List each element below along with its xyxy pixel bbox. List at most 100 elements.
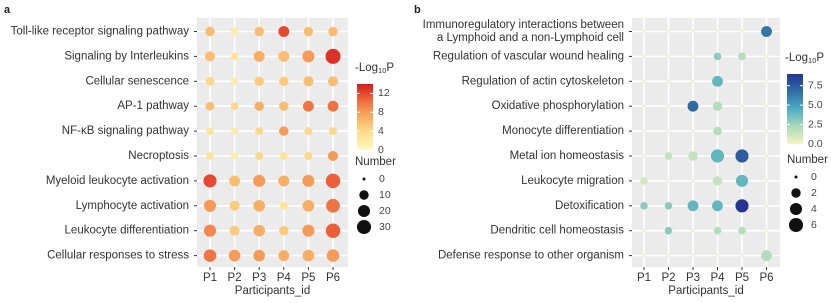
dot [326,198,340,213]
dot [740,254,744,258]
dot [302,100,314,112]
size-legend-label: 20 [379,205,391,217]
dot [203,199,217,212]
y-tick-label: Lymphocyte activation [76,200,189,212]
dot [712,176,723,186]
dot [304,152,313,160]
dot [713,226,722,235]
y-tick-label: Cellular senescence [85,75,189,87]
colorbar-tick-label: 12 [378,87,390,99]
x-tick-label: P4 [277,272,292,284]
colorbar-title-part: -Log [355,62,378,74]
colorbar-tick-label: 0 [378,144,384,156]
dot [642,30,646,33]
dot [230,27,239,36]
dot [761,26,772,37]
dot [327,150,339,162]
dot [203,249,217,262]
dot [642,54,646,58]
dot [642,104,646,108]
size-legend-label: 0 [379,173,385,185]
dot [667,254,670,258]
dot [206,127,214,135]
panel-label: a [4,4,11,16]
dot [667,54,670,58]
plot-background [197,18,348,267]
colorbar [357,84,373,150]
dot [765,204,768,208]
y-tick-label: Necroptosis [128,150,189,162]
y-tick-label: Myeloid leukocyte activation [46,175,189,187]
size-legend-dot [788,217,804,233]
plot-background [632,18,780,267]
y-tick-label: Signaling by Interleukins [64,50,189,62]
dot [254,101,264,111]
size-legend-label: 30 [379,221,391,233]
dot [765,154,768,158]
y-tick-label: AP-1 pathway [117,100,189,112]
x-tick-label: P6 [759,272,773,284]
size-legend-dot [356,219,372,235]
dot [712,101,723,111]
size-legend-label: 4 [811,203,817,215]
dot [640,177,648,185]
y-tick-label: Detoxification [555,200,624,212]
colorbar-title-part: P [386,62,394,74]
y-tick-label: Oxidative phosphorylation [492,100,624,112]
dot [304,127,313,136]
y-tick-label: Defense response to other organism [438,250,624,262]
dot [325,173,341,189]
dot [229,175,241,187]
x-tick-label: P5 [301,272,315,284]
colorbar-title: -Log10P [355,62,394,75]
dot [735,149,749,163]
size-legend-dot [357,204,371,218]
dot [329,127,337,136]
y-tick-label: Leukocyte migration [521,175,624,187]
colorbar-tick-label: 0.0 [808,138,823,150]
dot [713,126,722,136]
dot [712,200,723,212]
dot [691,79,695,83]
dot [740,129,744,133]
dot [253,199,266,212]
size-legend-dot [794,175,798,179]
size-legend-dot [359,190,369,200]
dot [765,229,768,233]
dot [740,79,744,83]
y-tick-label-line: Immunoregulatory interactions between [423,19,624,31]
dot [280,152,288,160]
dot [642,154,646,158]
dot [255,127,264,136]
dot [279,225,289,236]
dot [716,254,719,258]
y-tick-label: Toll-like receptor signaling pathway [11,26,190,38]
dot [327,100,339,112]
dot [765,104,768,108]
dot [254,26,264,37]
size-legend-dot [791,188,801,198]
size-legend-label: 6 [811,219,817,231]
dot [302,224,315,237]
dot [667,129,670,133]
dot [761,250,772,262]
dot [716,30,719,33]
dot [688,151,698,161]
dot [206,152,214,160]
dot [740,30,744,33]
x-tick-label: P2 [228,272,242,284]
dot [302,50,315,63]
dot [325,223,341,238]
colorbar-title-part: P [816,52,824,64]
dot [325,48,341,64]
colorbar [787,74,803,144]
dot [691,54,695,58]
dot [691,229,695,233]
dot [765,54,768,58]
dot [253,174,266,187]
dot [328,26,338,37]
dot [691,129,695,133]
dot [327,76,339,87]
dot [691,179,695,183]
size-legend-dot [362,177,366,181]
